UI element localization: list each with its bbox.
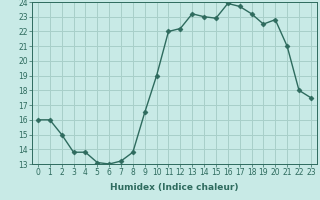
X-axis label: Humidex (Indice chaleur): Humidex (Indice chaleur) [110,183,239,192]
